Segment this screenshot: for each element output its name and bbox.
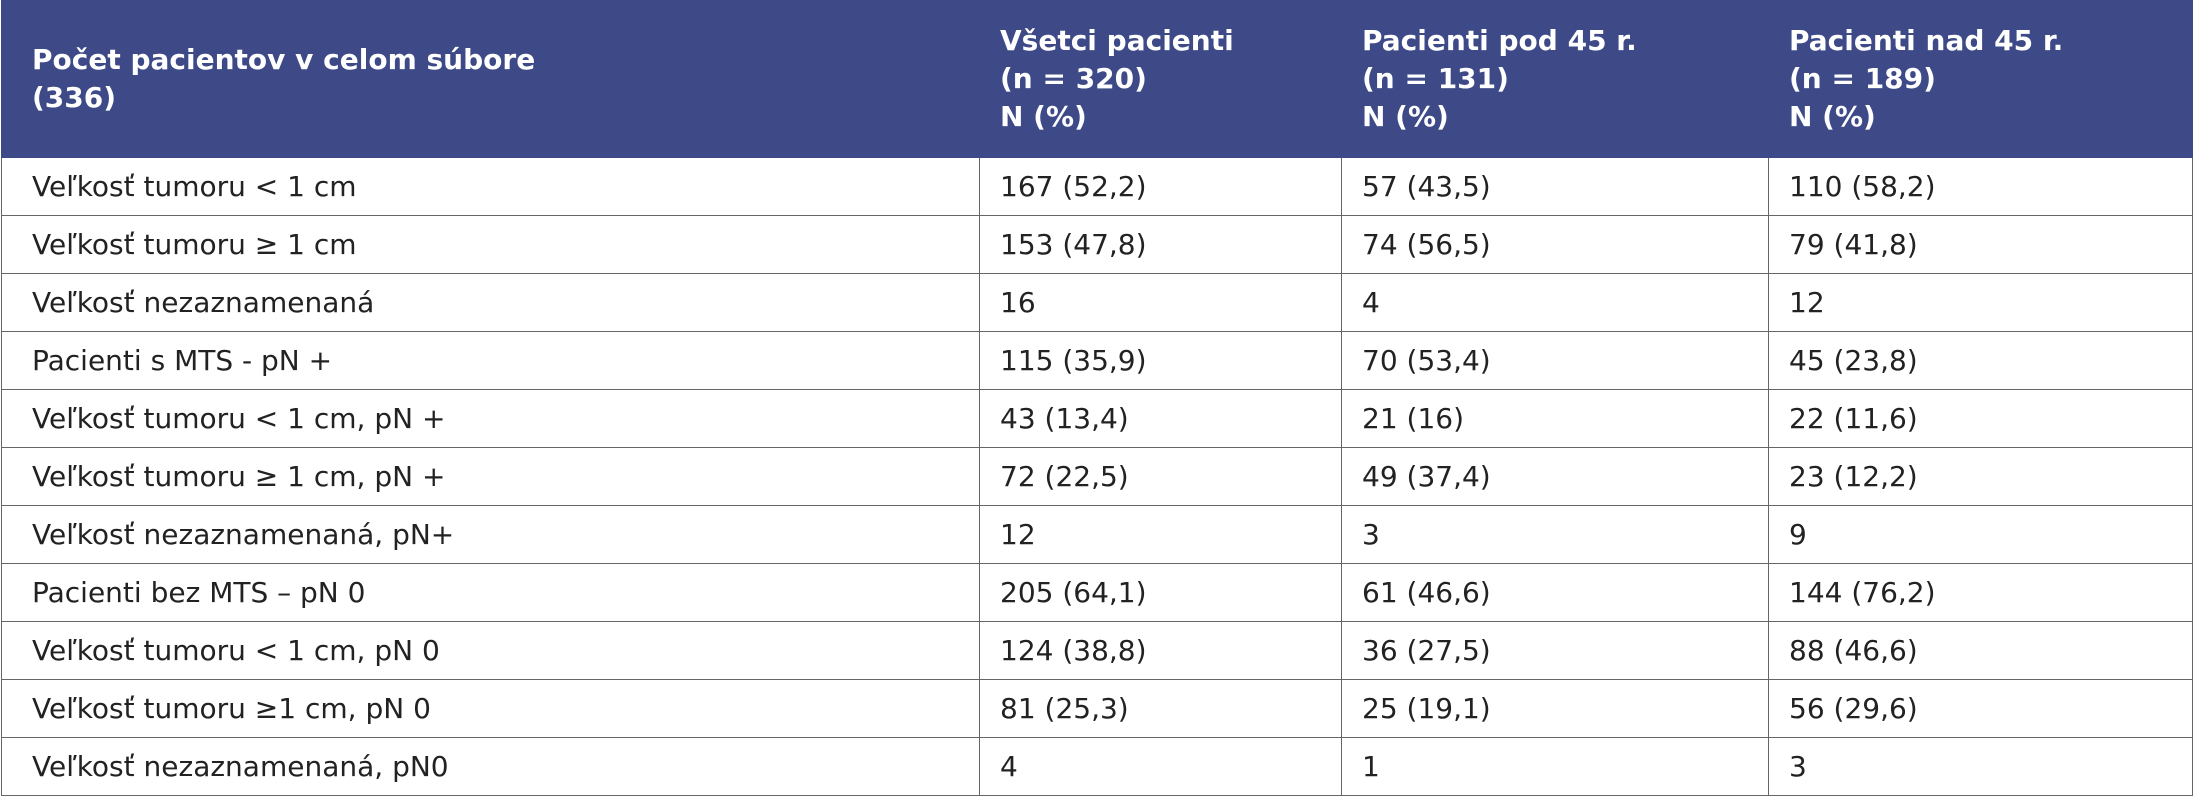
table-cell: 167 (52,2)	[979, 157, 1342, 216]
table-cell: 3	[1341, 505, 1769, 564]
table-cell: Veľkosť nezaznamenaná	[1, 273, 980, 332]
table-cell: 205 (64,1)	[979, 563, 1342, 622]
table-cell: Veľkosť tumoru ≥1 cm, pN 0	[1, 679, 980, 738]
table-cell: 81 (25,3)	[979, 679, 1342, 738]
header-row: Počet pacientov v celom súbore (336) Všetc…	[1, 0, 2193, 158]
table-cell: 144 (76,2)	[1768, 563, 2193, 622]
header-line: N (%)	[1000, 100, 1087, 133]
table-row: Veľkosť tumoru < 1 cm, pN +43 (13,4) 21 (…	[1, 389, 2193, 448]
table-cell: 72 (22,5)	[979, 447, 1342, 506]
header-cell: Pacienti pod 45 r. (n = 131) N (%)	[1341, 0, 1769, 158]
table-cell: 4	[1341, 273, 1769, 332]
table-cell: 23 (12,2)	[1768, 447, 2193, 506]
table-row: Pacienti bez MTS – pN 0 205 (64,1) 61 (46,…	[1, 563, 2193, 622]
table-row: Veľkosť tumoru < 1 cm 167 (52,2) 57 (43,5)…	[1, 157, 2193, 216]
header-line: (n = 320)	[1000, 62, 1147, 95]
table-cell: Veľkosť tumoru ≥ 1 cm	[1, 215, 980, 274]
table-row: Veľkosť nezaznamenaná, pN+ 12 3 9	[1, 505, 2193, 564]
table-cell: 36 (27,5)	[1341, 621, 1769, 680]
table-cell: 1	[1341, 737, 1769, 796]
header-cell: Počet pacientov v celom súbore (336)	[1, 0, 980, 158]
table-cell: 43 (13,4)	[979, 389, 1342, 448]
header-line: (336)	[32, 81, 117, 114]
table-row: Pacienti s MTS - pN +115 (35,9) 70 (53,4)…	[1, 331, 2193, 390]
table-cell: Veľkosť tumoru ≥ 1 cm, pN +	[1, 447, 980, 506]
table-cell: 57 (43,5)	[1341, 157, 1769, 216]
header-line: (n = 131)	[1362, 62, 1509, 95]
table-cell: Pacienti bez MTS – pN 0	[1, 563, 980, 622]
table-cell: Veľkosť tumoru < 1 cm, pN +	[1, 389, 980, 448]
table-cell: 115 (35,9)	[979, 331, 1342, 390]
table-row: Veľkosť nezaznamenaná, pN0 4 1 3	[1, 737, 2193, 796]
table-row: Veľkosť tumoru ≥ 1 cm, pN +72 (22,5) 49 (…	[1, 447, 2193, 506]
table-cell: 110 (58,2)	[1768, 157, 2193, 216]
header-line: Všetci pacienti	[1000, 24, 1234, 57]
header-line: Pacienti pod 45 r.	[1362, 24, 1637, 57]
header-line: Pacienti nad 45 r.	[1789, 24, 2064, 57]
table-cell: 16	[979, 273, 1342, 332]
table-cell: 21 (16)	[1341, 389, 1769, 448]
table-cell: 74 (56,5)	[1341, 215, 1769, 274]
table-cell: 70 (53,4)	[1341, 331, 1769, 390]
table-cell: Pacienti s MTS - pN +	[1, 331, 980, 390]
table-cell: 56 (29,6)	[1768, 679, 2193, 738]
table-cell: 124 (38,8)	[979, 621, 1342, 680]
table-cell: Veľkosť tumoru < 1 cm	[1, 157, 980, 216]
table-cell: Veľkosť nezaznamenaná, pN+	[1, 505, 980, 564]
table-cell: 153 (47,8)	[979, 215, 1342, 274]
header-cell: Všetci pacienti (n = 320) N (%)	[979, 0, 1342, 158]
header-line: N (%)	[1789, 100, 1876, 133]
header-line: (n = 189)	[1789, 62, 1936, 95]
table-row: Veľkosť tumoru ≥ 1 cm 153 (47,8) 74 (56,5)…	[1, 215, 2193, 274]
table-cell: 25 (19,1)	[1341, 679, 1769, 738]
table-cell: 4	[979, 737, 1342, 796]
table-cell: Veľkosť tumoru < 1 cm, pN 0	[1, 621, 980, 680]
header-line: Počet pacientov v celom súbore	[32, 43, 536, 76]
table-body: Veľkosť tumoru < 1 cm 167 (52,2) 57 (43,5)…	[1, 157, 2193, 796]
header-line: N (%)	[1362, 100, 1449, 133]
table-cell: 9	[1768, 505, 2193, 564]
table-cell: 45 (23,8)	[1768, 331, 2193, 390]
table-cell: 88 (46,6)	[1768, 621, 2193, 680]
table-row: Veľkosť tumoru < 1 cm, pN 0 124 (38,8) 36 …	[1, 621, 2193, 680]
table-cell: 12	[979, 505, 1342, 564]
table-cell: 79 (41,8)	[1768, 215, 2193, 274]
table-row: Veľkosť tumoru ≥1 cm, pN 0 81 (25,3) 25 (1…	[1, 679, 2193, 738]
table-cell: Veľkosť nezaznamenaná, pN0	[1, 737, 980, 796]
table-cell: 22 (11,6)	[1768, 389, 2193, 448]
header-cell: Pacienti nad 45 r. (n = 189) N (%)	[1768, 0, 2193, 158]
table-header: Počet pacientov v celom súbore (336) Všetc…	[1, 0, 2193, 158]
table-cell: 49 (37,4)	[1341, 447, 1769, 506]
table-cell: 12	[1768, 273, 2193, 332]
table-row: Veľkosť nezaznamenaná 16 4 12	[1, 273, 2193, 332]
table-cell: 3	[1768, 737, 2193, 796]
table-cell: 61 (46,6)	[1341, 563, 1769, 622]
